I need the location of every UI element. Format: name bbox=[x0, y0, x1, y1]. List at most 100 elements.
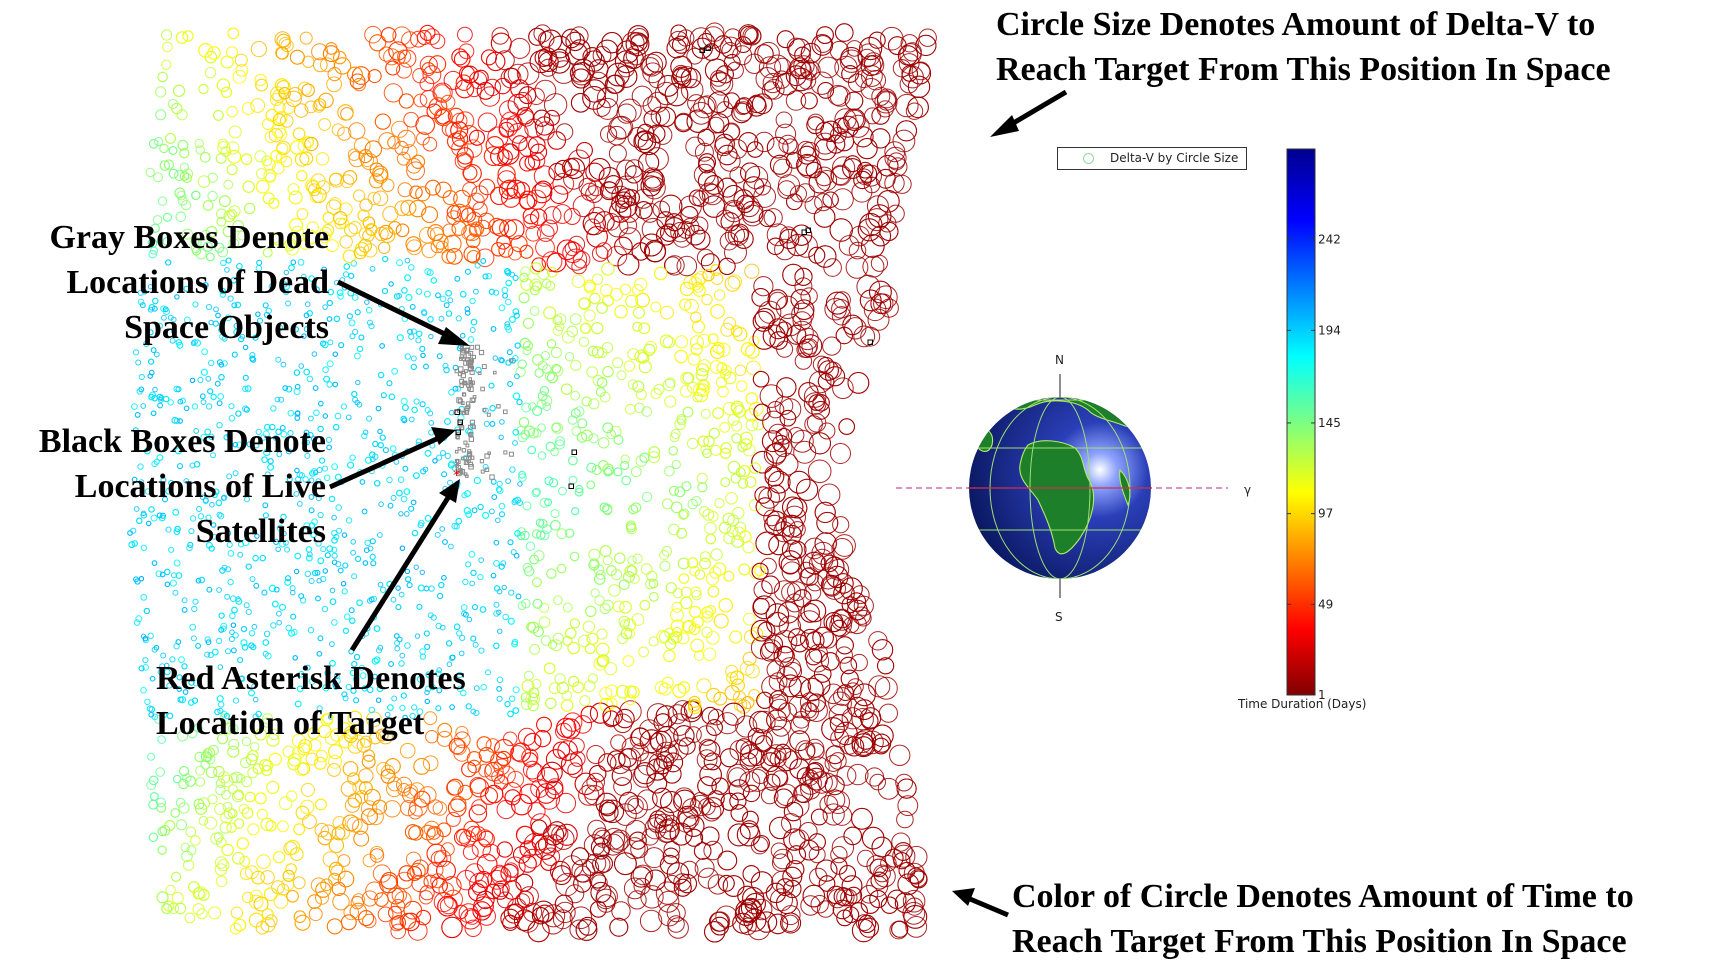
delta-v-circle bbox=[510, 235, 528, 253]
delta-v-circle bbox=[148, 832, 159, 842]
delta-v-circle bbox=[327, 763, 341, 777]
delta-v-circle bbox=[512, 392, 521, 400]
delta-v-circle bbox=[205, 226, 218, 238]
delta-v-circle bbox=[256, 168, 268, 180]
delta-v-circle bbox=[259, 759, 272, 772]
delta-v-circle bbox=[599, 799, 616, 817]
delta-v-circle bbox=[428, 585, 435, 592]
delta-v-circle bbox=[694, 857, 715, 878]
delta-v-circle bbox=[276, 524, 284, 532]
delta-v-circle bbox=[689, 794, 712, 817]
delta-v-circle bbox=[292, 655, 298, 661]
delta-v-circle bbox=[705, 605, 716, 616]
delta-v-circle bbox=[253, 896, 269, 912]
delta-v-circle bbox=[225, 648, 231, 655]
delta-v-circle bbox=[444, 418, 451, 425]
delta-v-circle bbox=[359, 479, 366, 485]
delta-v-circle bbox=[889, 744, 911, 766]
delta-v-circle bbox=[252, 555, 259, 562]
delta-v-circle bbox=[555, 436, 566, 447]
delta-v-circle bbox=[411, 529, 419, 537]
delta-v-circle bbox=[541, 761, 563, 784]
delta-v-circle bbox=[404, 274, 412, 282]
delta-v-circle bbox=[598, 802, 619, 822]
delta-v-circle bbox=[406, 582, 413, 589]
delta-v-circle bbox=[367, 191, 381, 206]
delta-v-circle bbox=[833, 687, 852, 706]
delta-v-circle bbox=[765, 603, 790, 627]
delta-v-circle bbox=[768, 698, 791, 722]
delta-v-circle bbox=[210, 832, 223, 845]
delta-v-circle bbox=[299, 239, 311, 250]
delta-v-circle bbox=[266, 733, 280, 747]
delta-v-circle bbox=[691, 496, 702, 507]
delta-v-circle bbox=[304, 301, 311, 308]
delta-v-circle bbox=[276, 324, 284, 332]
delta-v-circle bbox=[641, 491, 653, 503]
delta-v-circle bbox=[229, 922, 242, 935]
delta-v-circle bbox=[310, 877, 327, 894]
delta-v-circle bbox=[835, 326, 853, 345]
delta-v-circle bbox=[338, 734, 353, 749]
delta-v-circle bbox=[682, 406, 694, 418]
delta-v-circle bbox=[128, 541, 136, 549]
delta-v-circle bbox=[851, 181, 873, 203]
delta-v-circle bbox=[376, 647, 382, 654]
delta-v-circle bbox=[710, 916, 730, 936]
delta-v-circle bbox=[242, 374, 249, 381]
delta-v-circle bbox=[210, 522, 217, 528]
delta-v-circle bbox=[401, 912, 420, 932]
delta-v-circle bbox=[638, 322, 651, 335]
delta-v-circle bbox=[207, 794, 218, 805]
delta-v-circle bbox=[419, 401, 426, 408]
delta-v-circle bbox=[601, 262, 615, 276]
delta-v-circle bbox=[844, 91, 864, 111]
delta-v-circle bbox=[322, 304, 328, 310]
delta-v-circle bbox=[696, 678, 712, 694]
delta-v-circle bbox=[831, 299, 851, 319]
delta-v-circle bbox=[456, 630, 463, 637]
delta-v-circle bbox=[448, 409, 455, 416]
delta-v-circle bbox=[654, 813, 674, 833]
delta-v-circle bbox=[402, 465, 409, 472]
delta-v-circle bbox=[207, 46, 221, 60]
delta-v-circle bbox=[391, 120, 409, 138]
delta-v-circle bbox=[681, 481, 692, 492]
delta-v-circle bbox=[256, 259, 263, 266]
delta-v-circle bbox=[397, 49, 412, 64]
delta-v-circle bbox=[497, 165, 516, 184]
delta-v-circle bbox=[226, 473, 233, 480]
delta-v-circle bbox=[268, 752, 282, 766]
delta-v-circle bbox=[730, 804, 749, 822]
delta-v-circle bbox=[470, 318, 478, 326]
delta-v-circle bbox=[895, 773, 913, 792]
delta-v-circle bbox=[157, 826, 168, 837]
delta-v-circle bbox=[170, 328, 177, 334]
delta-v-circle bbox=[173, 170, 185, 181]
delta-v-circle bbox=[514, 373, 520, 380]
delta-v-circle bbox=[532, 428, 542, 438]
delta-v-circle bbox=[378, 46, 394, 62]
delta-v-circle bbox=[251, 623, 258, 630]
delta-v-circle bbox=[860, 78, 883, 100]
delta-v-circle bbox=[153, 136, 164, 147]
delta-v-circle bbox=[841, 596, 859, 614]
delta-v-circle bbox=[227, 295, 234, 302]
delta-v-circle bbox=[451, 522, 459, 530]
delta-v-circle bbox=[611, 901, 631, 921]
delta-v-circle bbox=[561, 383, 573, 395]
delta-v-circle bbox=[228, 415, 236, 422]
delta-v-circle bbox=[902, 889, 926, 913]
delta-v-circle bbox=[603, 827, 626, 850]
delta-v-circle bbox=[221, 843, 234, 857]
delta-v-circle bbox=[543, 662, 556, 675]
delta-v-circle bbox=[499, 357, 505, 364]
delta-v-circle bbox=[710, 344, 725, 359]
delta-v-circle bbox=[248, 630, 256, 637]
delta-v-circle bbox=[655, 705, 678, 728]
delta-v-circle bbox=[354, 352, 361, 360]
delta-v-circle bbox=[399, 912, 416, 930]
delta-v-circle bbox=[540, 219, 558, 237]
delta-v-circle bbox=[515, 873, 534, 892]
delta-v-circle bbox=[554, 901, 576, 924]
